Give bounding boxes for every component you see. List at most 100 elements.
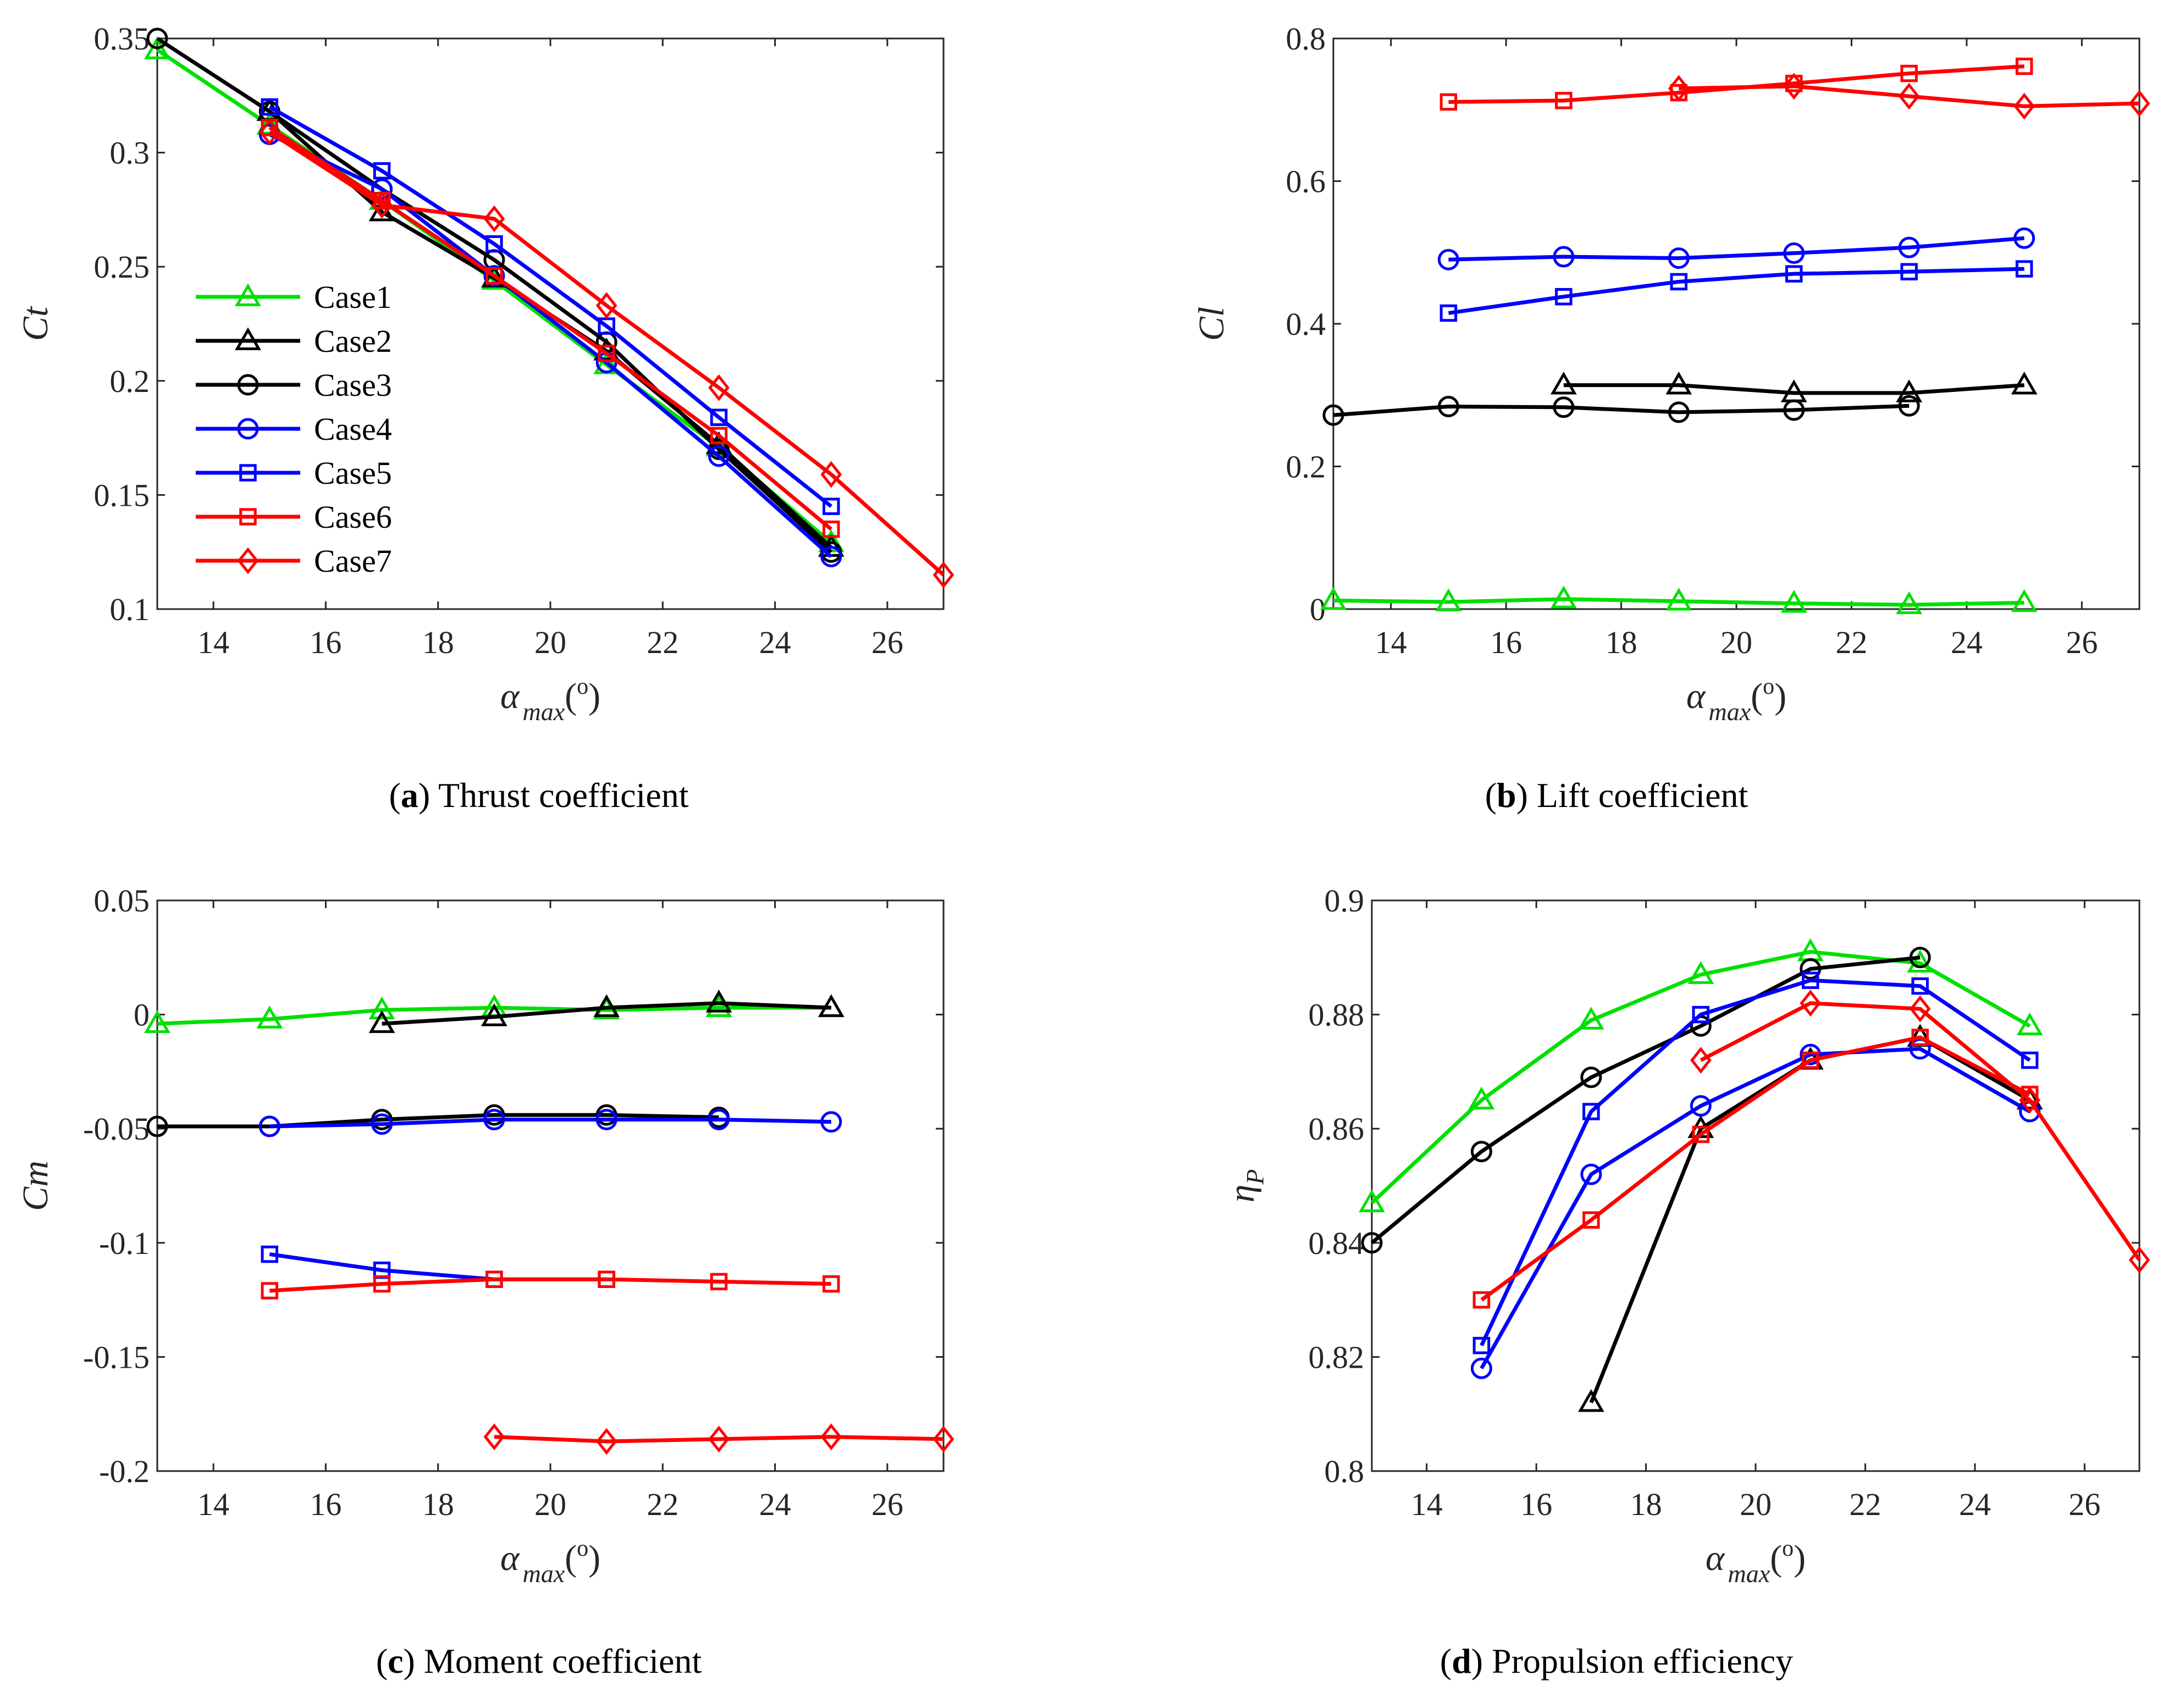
panel-b-series-case2-line — [1563, 383, 2024, 395]
panel-b-series-case6-marker — [1555, 92, 1573, 109]
panel-d-series-case6-marker — [1472, 1291, 1491, 1309]
panel-c-series-case2-marker — [705, 990, 732, 1013]
panel-d-series-case1-marker — [1577, 1007, 1604, 1030]
panel-c-xtick-label: 16 — [310, 1486, 341, 1522]
panel-d-ytick-label: 0.8 — [1325, 1453, 1365, 1489]
panel-a-series-case4-marker — [708, 445, 730, 467]
panel-c-ytick-label: 0.05 — [94, 883, 150, 919]
panel-b-series-case1-marker — [2011, 589, 2038, 612]
panel-a-xlabel: α max(o) — [500, 674, 600, 726]
panel-a-series-case6-marker — [822, 520, 840, 538]
panel-d-series-case6-marker — [1911, 1029, 1929, 1046]
panel-b-series-case3-marker — [1783, 399, 1805, 421]
panel-d-series-case6-line — [1480, 1035, 2031, 1302]
panel-b-series-case6-line — [1448, 64, 2024, 104]
caption-c: (c) Moment coefficient — [376, 1641, 702, 1681]
panel-b-series-case6 — [1439, 57, 2033, 111]
panel-b-series-case1-marker — [1780, 590, 1807, 613]
panel-a-ytick-label: 0.35 — [94, 21, 150, 57]
panel-b-series-case3-marker — [1322, 404, 1344, 426]
panel-a-series-case7-marker — [483, 205, 505, 233]
panel-c-series-case6-marker — [598, 1270, 615, 1288]
panel-d-series-case2-line — [1589, 1035, 2031, 1403]
panel-a-xtick-label: 26 — [871, 624, 903, 660]
panel-d-series-case6-marker — [1801, 1051, 1819, 1069]
panel-c-series-case4-marker — [258, 1115, 280, 1137]
panel-a-plot — [144, 27, 955, 589]
panel-a-legend: Case1 Case2 Case3 Case4 Case5 Case6 Case7 — [196, 279, 392, 579]
panel-c-series-case7-line — [494, 1435, 944, 1444]
panel-d-series-case2-marker — [2016, 1086, 2043, 1110]
panel-d-series-case4-marker — [1800, 1043, 1822, 1065]
panel-d-xtick-label: 22 — [1849, 1486, 1881, 1522]
panel-b-series-case2-marker — [1665, 372, 1692, 395]
panel-c-series-case7-marker — [708, 1425, 730, 1453]
panel-b-series-case4-marker — [1898, 236, 1920, 258]
panel-d-xtick-label: 18 — [1630, 1486, 1662, 1522]
caption-d-text: Propulsion efficiency — [1492, 1641, 1794, 1681]
caption-b-tag: b — [1497, 776, 1516, 815]
caption-c-tag: c — [388, 1641, 404, 1681]
panel-d-series-case3-marker — [1909, 947, 1931, 969]
panel-b-series-case5-marker — [1785, 265, 1803, 283]
panel-d-series-case1-marker — [1468, 1086, 1495, 1110]
caption-a-text: Thrust coefficient — [438, 776, 689, 815]
panel-b-series-case7-marker — [2013, 92, 2035, 120]
panel-d-series-case5 — [1472, 971, 2039, 1355]
panel-d-xtick-label: 20 — [1740, 1486, 1772, 1522]
caption-a: (a) Thrust coefficient — [389, 776, 689, 815]
legend-item: Case3 — [196, 367, 392, 403]
panel-a-series-case4-line — [268, 132, 833, 559]
panel-b-series-case7 — [1668, 73, 2150, 120]
legend-case3-marker — [237, 374, 259, 396]
panel-d-series-case7 — [1690, 990, 2150, 1274]
legend-label: Case3 — [314, 367, 392, 403]
legend-label: Case7 — [314, 543, 392, 579]
panel-b-xtick-label: 14 — [1375, 624, 1407, 660]
panel-b-ytick-label: 0.4 — [1286, 306, 1326, 342]
panel-c-series-case4-marker — [595, 1109, 617, 1131]
legend-label: Case5 — [314, 455, 392, 491]
panel-b-series-case4-line — [1448, 236, 2024, 262]
panel-d-series-case1-marker — [2016, 1012, 2043, 1036]
panel-a-series-case5-marker — [261, 98, 279, 116]
panel-d-series-case2-marker — [1577, 1389, 1604, 1412]
panel-a-series-case6-line — [268, 125, 832, 531]
panel-d-series-case3-line — [1370, 955, 1921, 1245]
panel-a-xtick-label: 18 — [422, 624, 454, 660]
panel-d-series-case5-marker — [1801, 971, 1819, 990]
panel-c-series-case6 — [261, 1270, 840, 1300]
legend-item: Case6 — [196, 499, 392, 535]
panel-d-series-case5-marker — [1911, 977, 1929, 995]
panel-c-series-case1-marker — [144, 1010, 170, 1033]
panel-b-series-case5-marker — [1900, 263, 1918, 281]
panel-d-xtick-label: 14 — [1411, 1486, 1443, 1522]
panel-b-series-case3-marker — [1668, 401, 1690, 423]
panel-c-series-case1-marker — [705, 994, 732, 1018]
panel-b-plot — [1320, 57, 2150, 615]
panel-d-xtick-label: 16 — [1520, 1486, 1552, 1522]
panel-a-ylabel: Ct — [15, 306, 56, 341]
caption-b: (b) Lift coefficient — [1485, 776, 1748, 815]
panel-d-series-case7-marker — [2128, 1246, 2150, 1274]
panel-a-series-case5-marker — [822, 498, 840, 515]
panel-a-series-case5-marker — [486, 235, 503, 253]
panel-b-series-case5-marker — [1555, 288, 1573, 306]
legend-case5-marker — [239, 464, 257, 482]
panel-d-series-case7-marker — [1800, 990, 1822, 1017]
panel-c-series-case2-marker — [593, 994, 620, 1018]
panel-c-xtick-label: 24 — [759, 1486, 791, 1522]
panel-c-series-case1-marker — [256, 1005, 283, 1029]
panel-c-series-case1-marker — [368, 996, 395, 1020]
panel-b-series-case6-marker — [1439, 93, 1458, 111]
panel-b-series-case4-marker — [2013, 227, 2035, 249]
panel-c-ytick-label: 0 — [134, 997, 150, 1033]
panel-b-series-case1-marker — [1665, 588, 1692, 611]
legend-item: Case4 — [196, 411, 392, 447]
panel-a-series-case3-line — [156, 37, 833, 554]
panel-d-series-case4-line — [1480, 1047, 2031, 1369]
panel-d-series-case4-marker — [1470, 1357, 1492, 1379]
panel-b-series-case4-marker — [1783, 242, 1805, 264]
panel-b-series-case7-marker — [1898, 82, 1920, 110]
